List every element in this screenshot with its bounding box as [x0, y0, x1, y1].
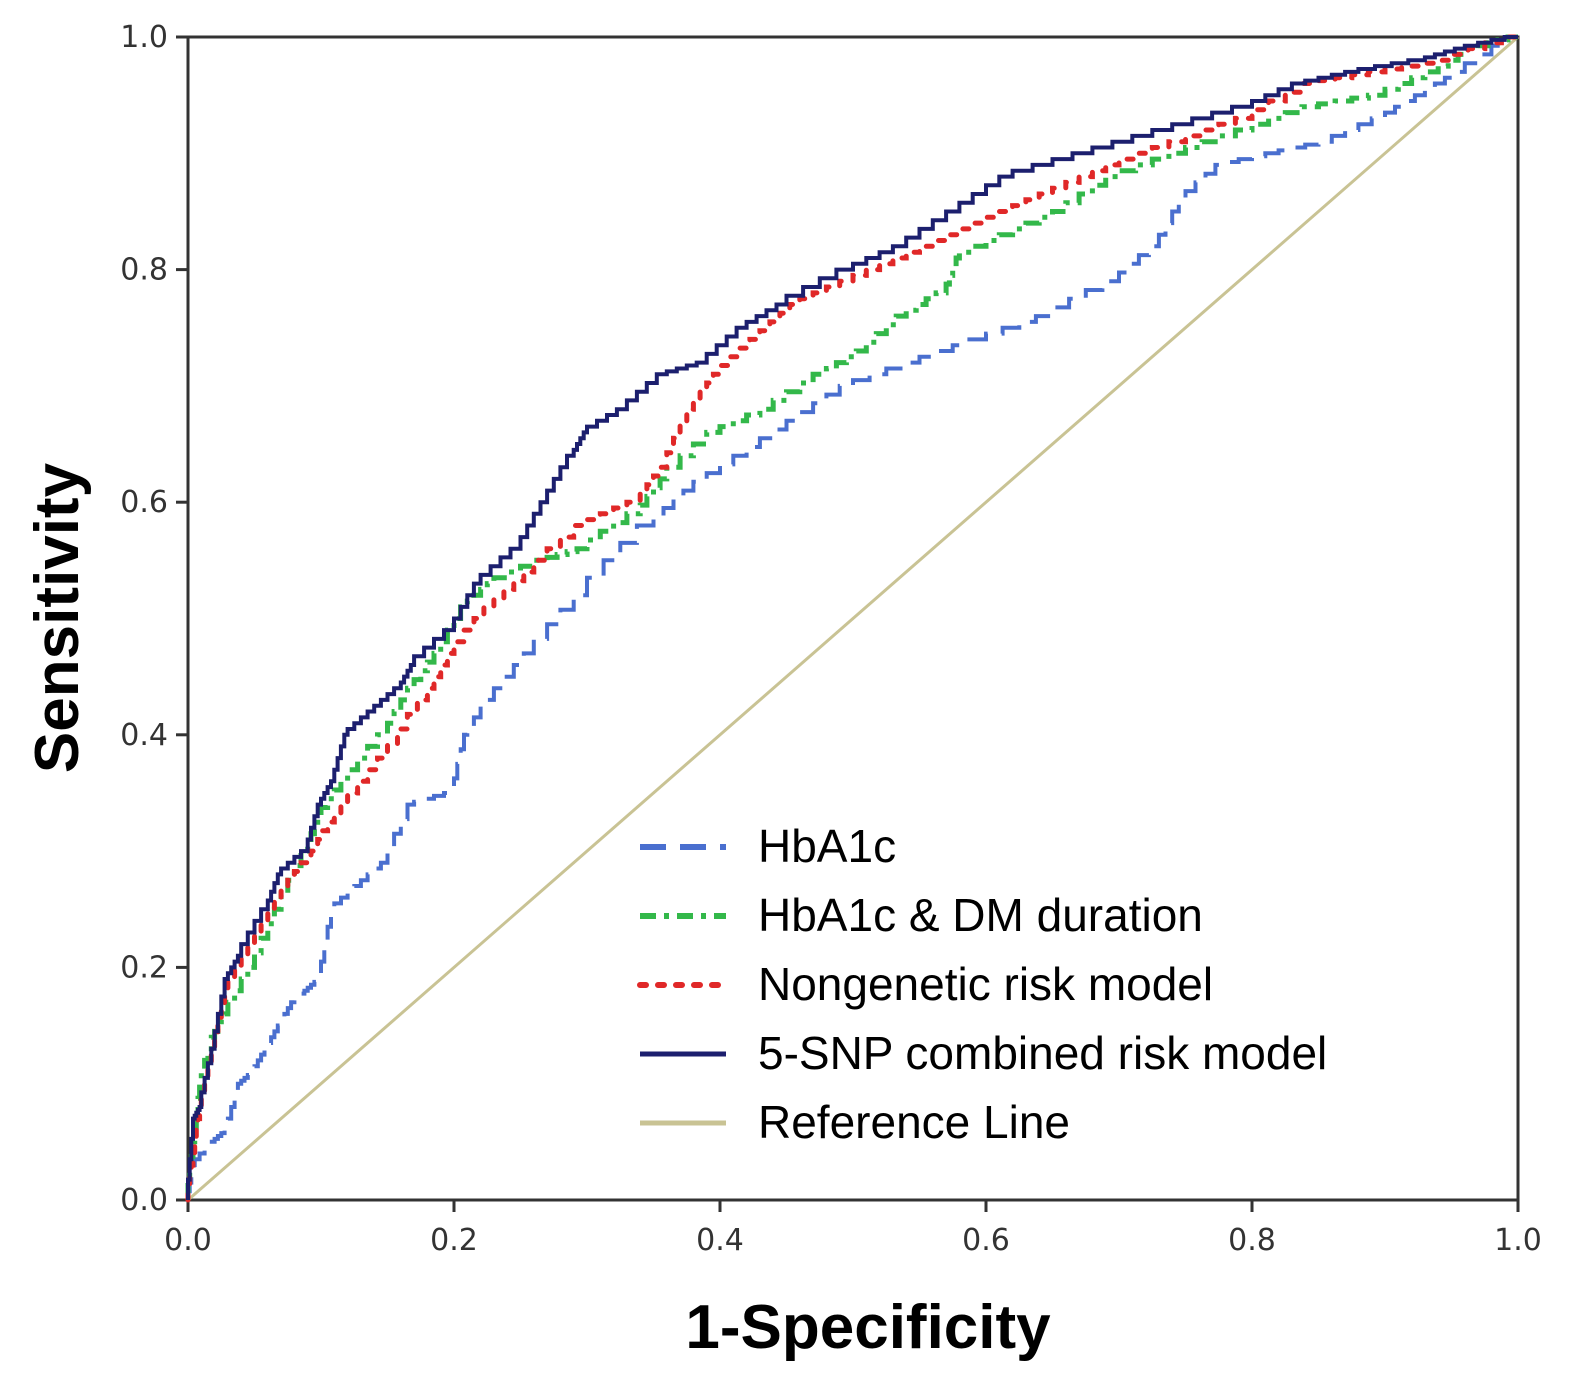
legend-label-3: 5-SNP combined risk model [758, 1027, 1327, 1079]
legend-label-0: HbA1c [758, 820, 896, 872]
legend-label-1: HbA1c & DM duration [758, 889, 1203, 941]
y-tick-label: 0.8 [120, 253, 168, 288]
legend-label-2: Nongenetic risk model [758, 958, 1213, 1010]
x-tick-label: 0.6 [962, 1223, 1010, 1258]
series-line-2 [185, 34, 1521, 1203]
series-line-0 [186, 35, 1518, 1200]
y-tick-label: 1.0 [120, 20, 168, 55]
legend-label-4: Reference Line [758, 1096, 1070, 1148]
x-tick-label: 0.0 [164, 1223, 212, 1258]
y-axis-title: Sensitivity [23, 462, 92, 773]
x-tick-label: 1.0 [1494, 1223, 1542, 1258]
x-tick-label: 0.2 [430, 1223, 478, 1258]
x-tick-label: 0.8 [1228, 1223, 1276, 1258]
series-line-4 [187, 35, 1519, 1202]
y-tick-label: 0.6 [120, 485, 168, 520]
x-axis-title: 1-Specificity [685, 1293, 1051, 1362]
y-tick-label: 0.0 [120, 1183, 168, 1218]
y-tick-label: 0.4 [120, 718, 168, 753]
x-tick-label: 0.4 [696, 1223, 744, 1258]
axis-ticks: 0.0 0.2 0.4 0.6 0.8 1.0 0.0 0.2 0.4 0.6 0.8 1.0 [120, 20, 1542, 1258]
y-tick-label: 0.2 [120, 950, 168, 985]
series-line-1 [185, 34, 1518, 1200]
legend: HbA1c HbA1c & DM duration Nongenetic risk … [637, 820, 1327, 1148]
series-line-3 [186, 35, 1518, 1200]
series-layer [185, 34, 1521, 1203]
